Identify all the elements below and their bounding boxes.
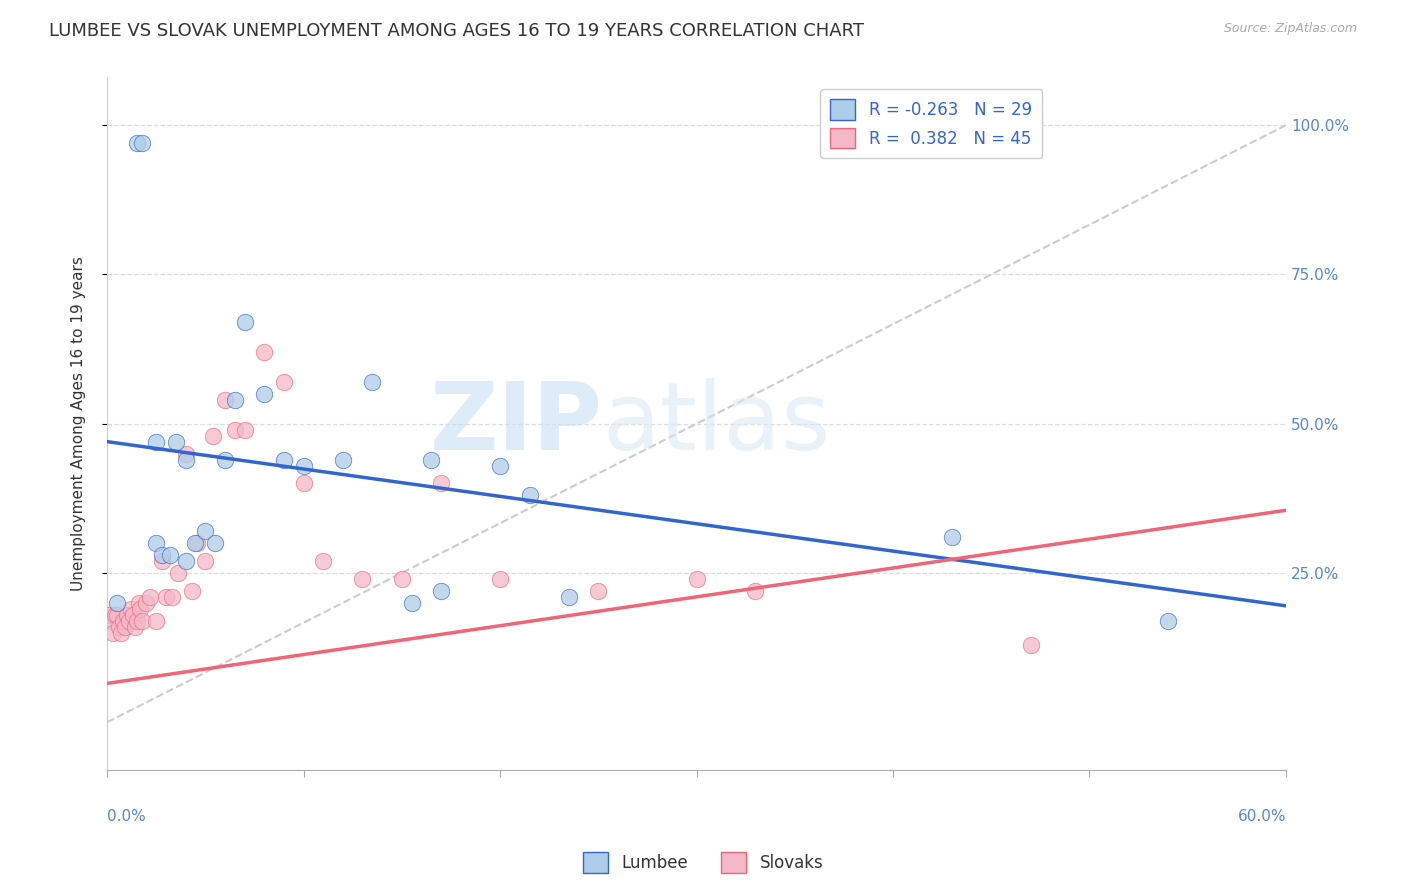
Text: Source: ZipAtlas.com: Source: ZipAtlas.com xyxy=(1223,22,1357,36)
Point xyxy=(118,614,141,628)
Point xyxy=(202,428,225,442)
Point xyxy=(312,554,335,568)
Y-axis label: Unemployment Among Ages 16 to 19 years: Unemployment Among Ages 16 to 19 years xyxy=(72,256,86,591)
Text: ZIP: ZIP xyxy=(429,377,602,470)
Point xyxy=(273,452,295,467)
Point xyxy=(101,625,124,640)
Point xyxy=(110,625,132,640)
Point xyxy=(166,566,188,580)
Point xyxy=(120,602,142,616)
Point xyxy=(108,620,131,634)
Point xyxy=(125,614,148,628)
Point xyxy=(204,536,226,550)
Point xyxy=(165,434,187,449)
Point xyxy=(180,583,202,598)
Point xyxy=(174,446,197,460)
Point xyxy=(558,590,581,604)
Point xyxy=(214,452,236,467)
Point xyxy=(111,614,134,628)
Point xyxy=(361,375,384,389)
Point xyxy=(214,392,236,407)
Point xyxy=(391,572,413,586)
Legend: R = -0.263   N = 29, R =  0.382   N = 45: R = -0.263 N = 29, R = 0.382 N = 45 xyxy=(820,89,1042,158)
Point xyxy=(224,392,246,407)
Point xyxy=(401,596,423,610)
Point xyxy=(150,554,173,568)
Point xyxy=(129,602,152,616)
Point xyxy=(685,572,707,586)
Point xyxy=(125,136,148,150)
Point xyxy=(194,554,217,568)
Point xyxy=(186,536,208,550)
Point xyxy=(253,345,276,359)
Point xyxy=(1019,638,1042,652)
Point xyxy=(150,548,173,562)
Point xyxy=(135,596,157,610)
Point xyxy=(941,530,963,544)
Point xyxy=(430,476,453,491)
Text: atlas: atlas xyxy=(602,377,831,470)
Point xyxy=(155,590,177,604)
Point xyxy=(352,572,374,586)
Point xyxy=(159,548,181,562)
Point xyxy=(519,488,541,502)
Point xyxy=(588,583,610,598)
Point xyxy=(160,590,183,604)
Point xyxy=(273,375,295,389)
Point xyxy=(253,387,276,401)
Point xyxy=(292,476,315,491)
Point xyxy=(145,434,167,449)
Text: 0.0%: 0.0% xyxy=(107,809,146,824)
Point xyxy=(420,452,443,467)
Point xyxy=(115,607,138,622)
Point xyxy=(121,607,143,622)
Point xyxy=(430,583,453,598)
Point xyxy=(489,572,512,586)
Point xyxy=(105,596,128,610)
Point xyxy=(744,583,766,598)
Point xyxy=(489,458,512,473)
Point xyxy=(128,596,150,610)
Point xyxy=(1157,614,1180,628)
Point xyxy=(124,620,146,634)
Point xyxy=(145,614,167,628)
Point xyxy=(292,458,315,473)
Point xyxy=(194,524,217,538)
Point xyxy=(233,315,256,329)
Point xyxy=(224,423,246,437)
Point xyxy=(174,554,197,568)
Point xyxy=(131,136,153,150)
Point xyxy=(233,423,256,437)
Point xyxy=(139,590,162,604)
Point xyxy=(131,614,153,628)
Point xyxy=(105,607,128,622)
Point xyxy=(174,452,197,467)
Legend: Lumbee, Slovaks: Lumbee, Slovaks xyxy=(576,846,830,880)
Point xyxy=(184,536,207,550)
Point xyxy=(332,452,354,467)
Point xyxy=(98,607,121,622)
Point xyxy=(145,536,167,550)
Point xyxy=(114,620,136,634)
Point xyxy=(100,614,122,628)
Text: LUMBEE VS SLOVAK UNEMPLOYMENT AMONG AGES 16 TO 19 YEARS CORRELATION CHART: LUMBEE VS SLOVAK UNEMPLOYMENT AMONG AGES… xyxy=(49,22,865,40)
Text: 60.0%: 60.0% xyxy=(1237,809,1286,824)
Point xyxy=(104,607,127,622)
